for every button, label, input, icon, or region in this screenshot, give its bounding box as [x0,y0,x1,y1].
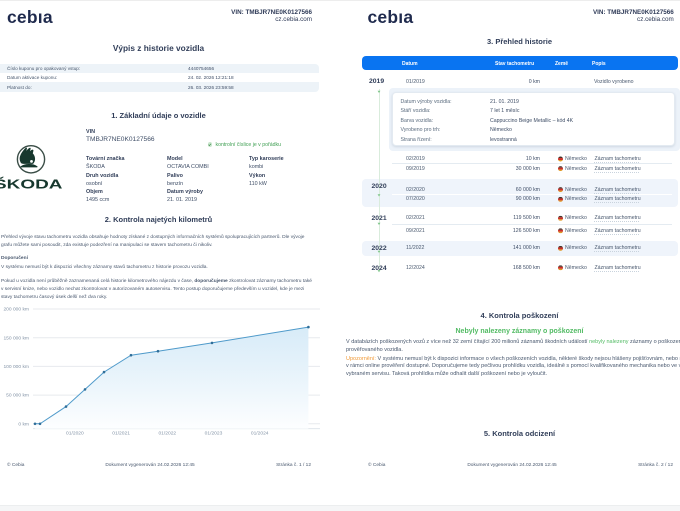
svg-text:150 000 km: 150 000 km [3,335,29,341]
svg-text:100 000 km: 100 000 km [3,364,29,370]
svg-text:0 km: 0 km [18,421,29,427]
svg-text:50 000 km: 50 000 km [6,393,29,399]
svg-text:01/2022: 01/2022 [158,431,176,437]
svg-text:01/2021: 01/2021 [112,431,130,437]
svg-text:01/2024: 01/2024 [251,431,269,437]
svg-text:200 000 km: 200 000 km [3,307,29,313]
svg-text:01/2023: 01/2023 [205,431,223,437]
svg-text:ŠKODA: ŠKODA [0,177,63,192]
svg-text:01/2020: 01/2020 [66,431,84,437]
